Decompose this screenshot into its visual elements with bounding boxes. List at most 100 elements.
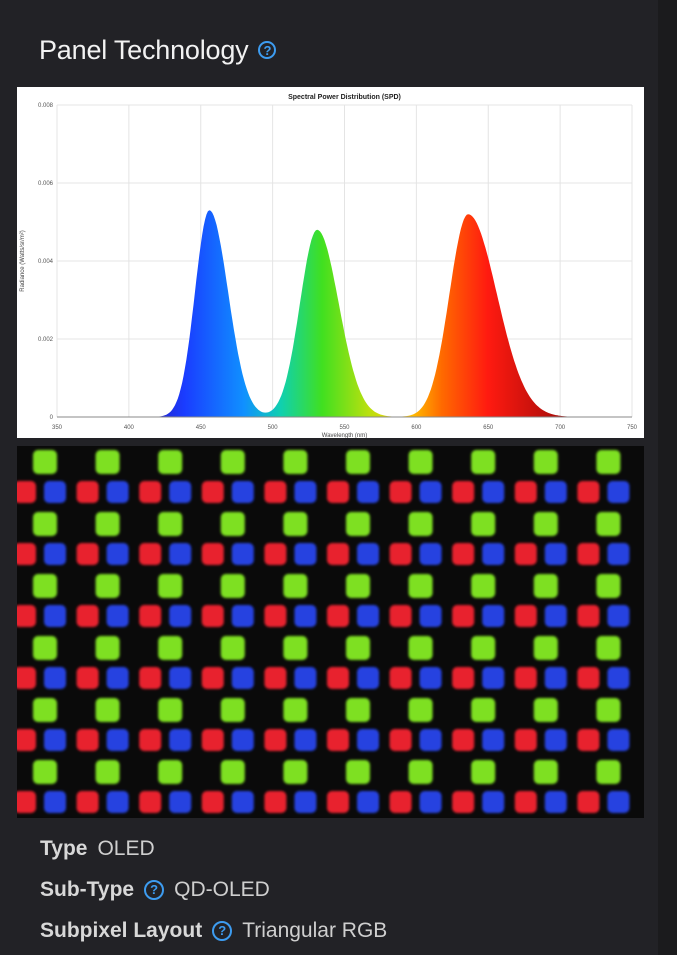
y-tick-label: 0.002 bbox=[38, 337, 54, 343]
green-subpixel bbox=[596, 512, 621, 536]
blue-subpixel bbox=[482, 667, 505, 689]
green-subpixel bbox=[283, 636, 308, 660]
red-subpixel bbox=[17, 791, 36, 813]
x-tick-label: 600 bbox=[411, 425, 422, 431]
red-subpixel bbox=[201, 605, 224, 627]
red-subpixel bbox=[327, 543, 349, 565]
blue-subpixel bbox=[357, 605, 379, 627]
green-subpixel bbox=[346, 450, 370, 474]
blue-subpixel bbox=[482, 481, 505, 503]
y-tick-label: 0 bbox=[50, 415, 54, 421]
blue-subpixel bbox=[544, 543, 567, 565]
blue-subpixel bbox=[607, 481, 630, 503]
green-subpixel bbox=[158, 636, 183, 660]
blue-subpixel bbox=[44, 729, 66, 751]
green-subpixel bbox=[283, 760, 308, 784]
blue-subpixel bbox=[294, 667, 317, 689]
blue-subpixel bbox=[482, 605, 505, 627]
green-subpixel bbox=[596, 698, 621, 722]
green-subpixel bbox=[408, 760, 433, 784]
spec-value: QD-OLED bbox=[174, 877, 270, 901]
red-subpixel bbox=[452, 605, 475, 627]
x-tick-label: 650 bbox=[483, 425, 494, 431]
red-subpixel bbox=[201, 481, 224, 503]
red-subpixel bbox=[139, 605, 162, 627]
green-subpixel bbox=[33, 636, 57, 660]
blue-subpixel bbox=[357, 667, 379, 689]
question-circle-icon[interactable]: ? bbox=[258, 41, 277, 59]
green-subpixel bbox=[346, 760, 370, 784]
blue-subpixel bbox=[419, 667, 442, 689]
spec-row-subtype: Sub-Type ? QD-OLED bbox=[40, 869, 387, 910]
green-subpixel bbox=[408, 636, 433, 660]
green-subpixel bbox=[596, 450, 621, 474]
red-subpixel bbox=[17, 729, 36, 751]
y-axis-label: Radiance (Watts/sr/m²) bbox=[20, 230, 26, 291]
red-subpixel bbox=[139, 729, 162, 751]
green-subpixel bbox=[346, 574, 370, 598]
blue-subpixel bbox=[357, 729, 379, 751]
y-tick-label: 0.008 bbox=[38, 103, 54, 109]
blue-subpixel bbox=[482, 729, 505, 751]
green-subpixel bbox=[158, 512, 183, 536]
blue-subpixel bbox=[544, 481, 567, 503]
blue-subpixel bbox=[294, 481, 317, 503]
green-subpixel bbox=[533, 636, 558, 660]
red-subpixel bbox=[514, 667, 537, 689]
green-subpixel bbox=[95, 698, 120, 722]
blue-subpixel bbox=[607, 605, 630, 627]
blue-subpixel bbox=[419, 605, 442, 627]
green-subpixel bbox=[533, 574, 558, 598]
red-subpixel bbox=[76, 729, 99, 751]
spd-chart-svg: 350 400 450 500 550 600 650 700 750 0 0.002 0.004 0.… bbox=[20, 94, 638, 439]
spec-value: OLED bbox=[97, 836, 155, 860]
question-circle-icon[interactable]: ? bbox=[144, 879, 165, 900]
green-subpixel bbox=[283, 698, 308, 722]
red-subpixel bbox=[264, 791, 287, 813]
blue-subpixel bbox=[607, 729, 630, 751]
red-subpixel bbox=[452, 667, 475, 689]
green-subpixel bbox=[158, 760, 183, 784]
blue-subpixel bbox=[169, 667, 192, 689]
blue-subpixel bbox=[44, 667, 66, 689]
green-subpixel bbox=[158, 450, 183, 474]
green-subpixel bbox=[158, 574, 183, 598]
green-subpixel bbox=[408, 698, 433, 722]
blue-subpixel bbox=[231, 481, 254, 503]
x-tick-label: 500 bbox=[268, 425, 279, 431]
y-tick-label: 0.006 bbox=[38, 181, 54, 187]
spec-label: Sub-Type bbox=[40, 877, 135, 901]
blue-subpixel bbox=[482, 543, 505, 565]
blue-subpixel bbox=[231, 605, 254, 627]
green-subpixel bbox=[533, 698, 558, 722]
red-subpixel bbox=[264, 543, 287, 565]
green-subpixel bbox=[596, 636, 621, 660]
red-subpixel bbox=[389, 481, 412, 503]
red-subpixel bbox=[577, 667, 600, 689]
spec-label: Type bbox=[40, 836, 88, 860]
blue-subpixel bbox=[169, 605, 192, 627]
blue-subpixel bbox=[294, 791, 317, 813]
blue-subpixel bbox=[294, 543, 317, 565]
blue-subpixel bbox=[607, 667, 630, 689]
question-circle-icon[interactable]: ? bbox=[212, 920, 233, 941]
green-subpixel bbox=[596, 760, 621, 784]
chart-title: Spectral Power Distribution (SPD) bbox=[288, 94, 401, 101]
spec-value: Triangular RGB bbox=[242, 918, 388, 942]
green-subpixel bbox=[471, 450, 496, 474]
green-subpixel bbox=[158, 698, 183, 722]
red-subpixel bbox=[452, 729, 475, 751]
blue-subpixel bbox=[419, 791, 442, 813]
red-subpixel bbox=[139, 791, 162, 813]
red-subpixel bbox=[327, 605, 349, 627]
red-subpixel bbox=[264, 729, 287, 751]
blue-subpixel bbox=[231, 791, 254, 813]
green-subpixel bbox=[471, 636, 496, 660]
red-subpixel bbox=[452, 543, 475, 565]
blue-subpixel bbox=[419, 543, 442, 565]
red-subpixel bbox=[577, 791, 600, 813]
green-subpixel bbox=[346, 698, 370, 722]
green-subpixel bbox=[220, 450, 245, 474]
blue-subpixel bbox=[544, 729, 567, 751]
blue-subpixel bbox=[106, 729, 129, 751]
